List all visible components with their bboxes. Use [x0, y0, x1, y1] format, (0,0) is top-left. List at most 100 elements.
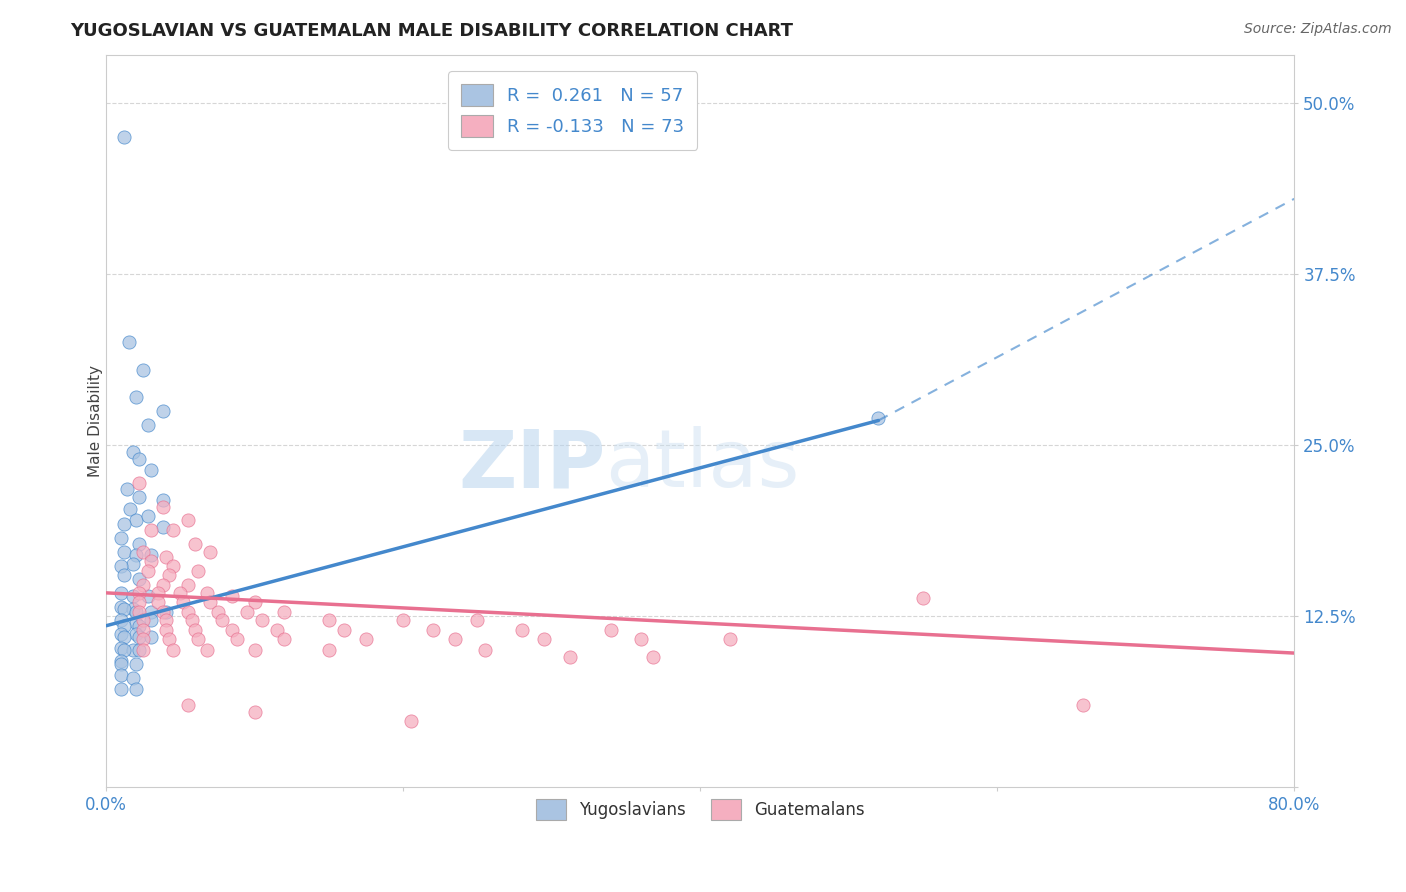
Point — [162, 558, 184, 573]
Point — [467, 613, 489, 627]
Point — [132, 363, 155, 377]
Point — [148, 586, 170, 600]
Point — [128, 630, 150, 644]
Point — [155, 613, 177, 627]
Point — [207, 605, 229, 619]
Point — [112, 630, 135, 644]
Point — [155, 550, 177, 565]
Point — [718, 632, 741, 647]
Point — [132, 577, 155, 591]
Point — [152, 492, 174, 507]
Point — [122, 557, 145, 571]
Point — [236, 605, 259, 619]
Point — [155, 623, 177, 637]
Point — [128, 586, 150, 600]
Point — [152, 520, 174, 534]
Point — [110, 640, 132, 655]
Point — [128, 451, 150, 466]
Point — [152, 404, 174, 418]
Point — [139, 548, 162, 562]
Point — [630, 632, 652, 647]
Point — [112, 517, 135, 532]
Point — [184, 623, 207, 637]
Point — [112, 643, 135, 657]
Point — [110, 654, 132, 668]
Point — [911, 591, 934, 606]
Point — [273, 605, 295, 619]
Point — [125, 615, 148, 630]
Point — [422, 623, 444, 637]
Point — [243, 705, 266, 719]
Point — [139, 554, 162, 568]
Point — [211, 613, 233, 627]
Text: Source: ZipAtlas.com: Source: ZipAtlas.com — [1244, 22, 1392, 37]
Point — [125, 390, 148, 404]
Point — [152, 577, 174, 591]
Point — [112, 568, 135, 582]
Point — [115, 482, 138, 496]
Point — [132, 613, 155, 627]
Point — [184, 536, 207, 550]
Point — [243, 595, 266, 609]
Point — [558, 650, 581, 665]
Point — [112, 130, 135, 145]
Point — [110, 657, 132, 671]
Point — [128, 536, 150, 550]
Point — [162, 643, 184, 657]
Point — [128, 643, 150, 657]
Point — [110, 668, 132, 682]
Point — [399, 714, 422, 729]
Point — [125, 513, 148, 527]
Point — [118, 502, 141, 516]
Point — [221, 589, 243, 603]
Text: YUGOSLAVIAN VS GUATEMALAN MALE DISABILITY CORRELATION CHART: YUGOSLAVIAN VS GUATEMALAN MALE DISABILIT… — [70, 22, 793, 40]
Point — [510, 623, 533, 637]
Point — [187, 632, 209, 647]
Point — [354, 632, 377, 647]
Point — [318, 643, 340, 657]
Point — [110, 531, 132, 545]
Point — [136, 417, 159, 432]
Y-axis label: Male Disability: Male Disability — [87, 365, 103, 477]
Point — [132, 643, 155, 657]
Point — [243, 643, 266, 657]
Point — [128, 490, 150, 504]
Point — [125, 681, 148, 696]
Point — [136, 509, 159, 524]
Point — [122, 671, 145, 685]
Point — [266, 623, 288, 637]
Point — [112, 618, 135, 632]
Text: ZIP: ZIP — [458, 426, 605, 504]
Point — [333, 623, 356, 637]
Point — [125, 548, 148, 562]
Text: atlas: atlas — [605, 426, 800, 504]
Point — [169, 586, 191, 600]
Point — [318, 613, 340, 627]
Point — [128, 476, 150, 491]
Point — [132, 632, 155, 647]
Point — [198, 545, 221, 559]
Point — [139, 523, 162, 537]
Point — [600, 623, 623, 637]
Point — [110, 586, 132, 600]
Legend: Yugoslavians, Guatemalans: Yugoslavians, Guatemalans — [529, 793, 872, 826]
Point — [181, 613, 204, 627]
Point — [128, 572, 150, 586]
Point — [868, 410, 890, 425]
Point — [125, 605, 148, 619]
Point — [110, 613, 132, 627]
Point — [221, 623, 243, 637]
Point — [177, 698, 200, 712]
Point — [125, 627, 148, 641]
Point — [122, 445, 145, 459]
Point — [122, 589, 145, 603]
Point — [1073, 698, 1095, 712]
Point — [177, 605, 200, 619]
Point — [533, 632, 555, 647]
Point — [195, 586, 218, 600]
Point — [474, 643, 496, 657]
Point — [157, 632, 180, 647]
Point — [128, 595, 150, 609]
Point — [250, 613, 273, 627]
Point — [132, 623, 155, 637]
